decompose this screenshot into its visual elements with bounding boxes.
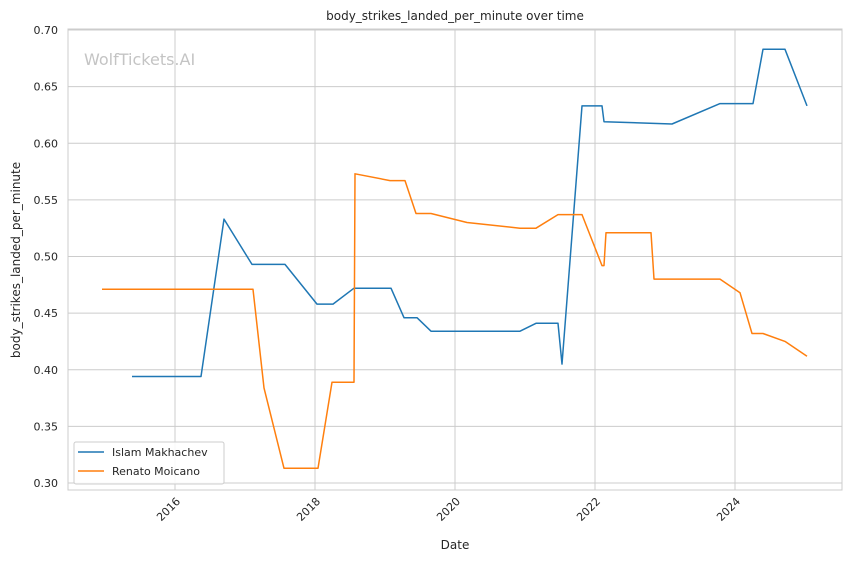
y-tick-label: 0.65 bbox=[34, 81, 59, 94]
chart-title: body_strikes_landed_per_minute over time bbox=[326, 9, 584, 23]
watermark: WolfTickets.AI bbox=[84, 50, 195, 69]
y-tick-label: 0.35 bbox=[34, 420, 59, 433]
legend-label-1: Renato Moicano bbox=[112, 465, 200, 478]
y-tick-label: 0.70 bbox=[34, 24, 59, 37]
y-tick-label: 0.55 bbox=[34, 194, 59, 207]
x-tick-label: 2018 bbox=[294, 495, 323, 524]
series-lines bbox=[102, 48, 808, 470]
y-tick-label: 0.40 bbox=[34, 364, 59, 377]
grid bbox=[68, 29, 842, 490]
series-line-renato-moicano bbox=[102, 173, 808, 470]
y-tick-label: 0.50 bbox=[34, 251, 59, 264]
series-line-islam-makhachev bbox=[132, 48, 808, 378]
y-axis-ticks: 0.30 0.35 0.40 0.45 0.50 0.55 0.60 0.65 0.70 bbox=[34, 24, 59, 490]
y-axis-label: body_strikes_landed_per_minute bbox=[9, 162, 23, 358]
y-tick-label: 0.30 bbox=[34, 477, 59, 490]
x-axis-ticks: 2016 2018 2020 2022 2024 bbox=[154, 495, 743, 524]
x-tick-label: 2024 bbox=[714, 495, 743, 524]
x-tick-label: 2022 bbox=[574, 495, 603, 524]
legend-label-0: Islam Makhachev bbox=[112, 446, 208, 459]
legend: Islam Makhachev Renato Moicano bbox=[73, 441, 225, 485]
x-tick-label: 2016 bbox=[154, 495, 183, 524]
y-tick-label: 0.45 bbox=[34, 307, 59, 320]
x-tick-label: 2020 bbox=[434, 495, 463, 524]
legend-box bbox=[73, 441, 225, 485]
y-tick-label: 0.60 bbox=[34, 137, 59, 150]
x-axis-label: Date bbox=[441, 538, 470, 552]
